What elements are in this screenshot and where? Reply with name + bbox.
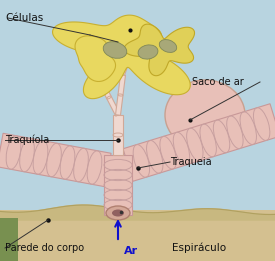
Text: Espiráculo: Espiráculo	[172, 243, 226, 253]
Polygon shape	[0, 218, 18, 261]
Polygon shape	[116, 75, 125, 115]
Polygon shape	[123, 104, 275, 181]
Polygon shape	[0, 210, 275, 261]
Text: Saco de ar: Saco de ar	[192, 77, 244, 87]
Polygon shape	[98, 79, 120, 116]
Ellipse shape	[159, 40, 177, 52]
Polygon shape	[124, 24, 194, 76]
Text: Células: Células	[5, 13, 43, 23]
Polygon shape	[0, 133, 111, 187]
Text: Traqueia: Traqueia	[170, 157, 212, 167]
Text: Ar: Ar	[124, 246, 138, 256]
Polygon shape	[89, 61, 101, 81]
Text: Traquíola: Traquíola	[5, 135, 49, 145]
Polygon shape	[122, 55, 131, 75]
Polygon shape	[113, 115, 123, 155]
Polygon shape	[99, 57, 111, 81]
Polygon shape	[104, 155, 132, 215]
Ellipse shape	[103, 42, 127, 58]
Ellipse shape	[112, 210, 124, 217]
Ellipse shape	[165, 80, 245, 150]
Ellipse shape	[106, 206, 130, 220]
Polygon shape	[53, 15, 190, 99]
Text: Parede do corpo: Parede do corpo	[5, 243, 84, 253]
Ellipse shape	[138, 45, 158, 59]
Polygon shape	[75, 36, 116, 81]
